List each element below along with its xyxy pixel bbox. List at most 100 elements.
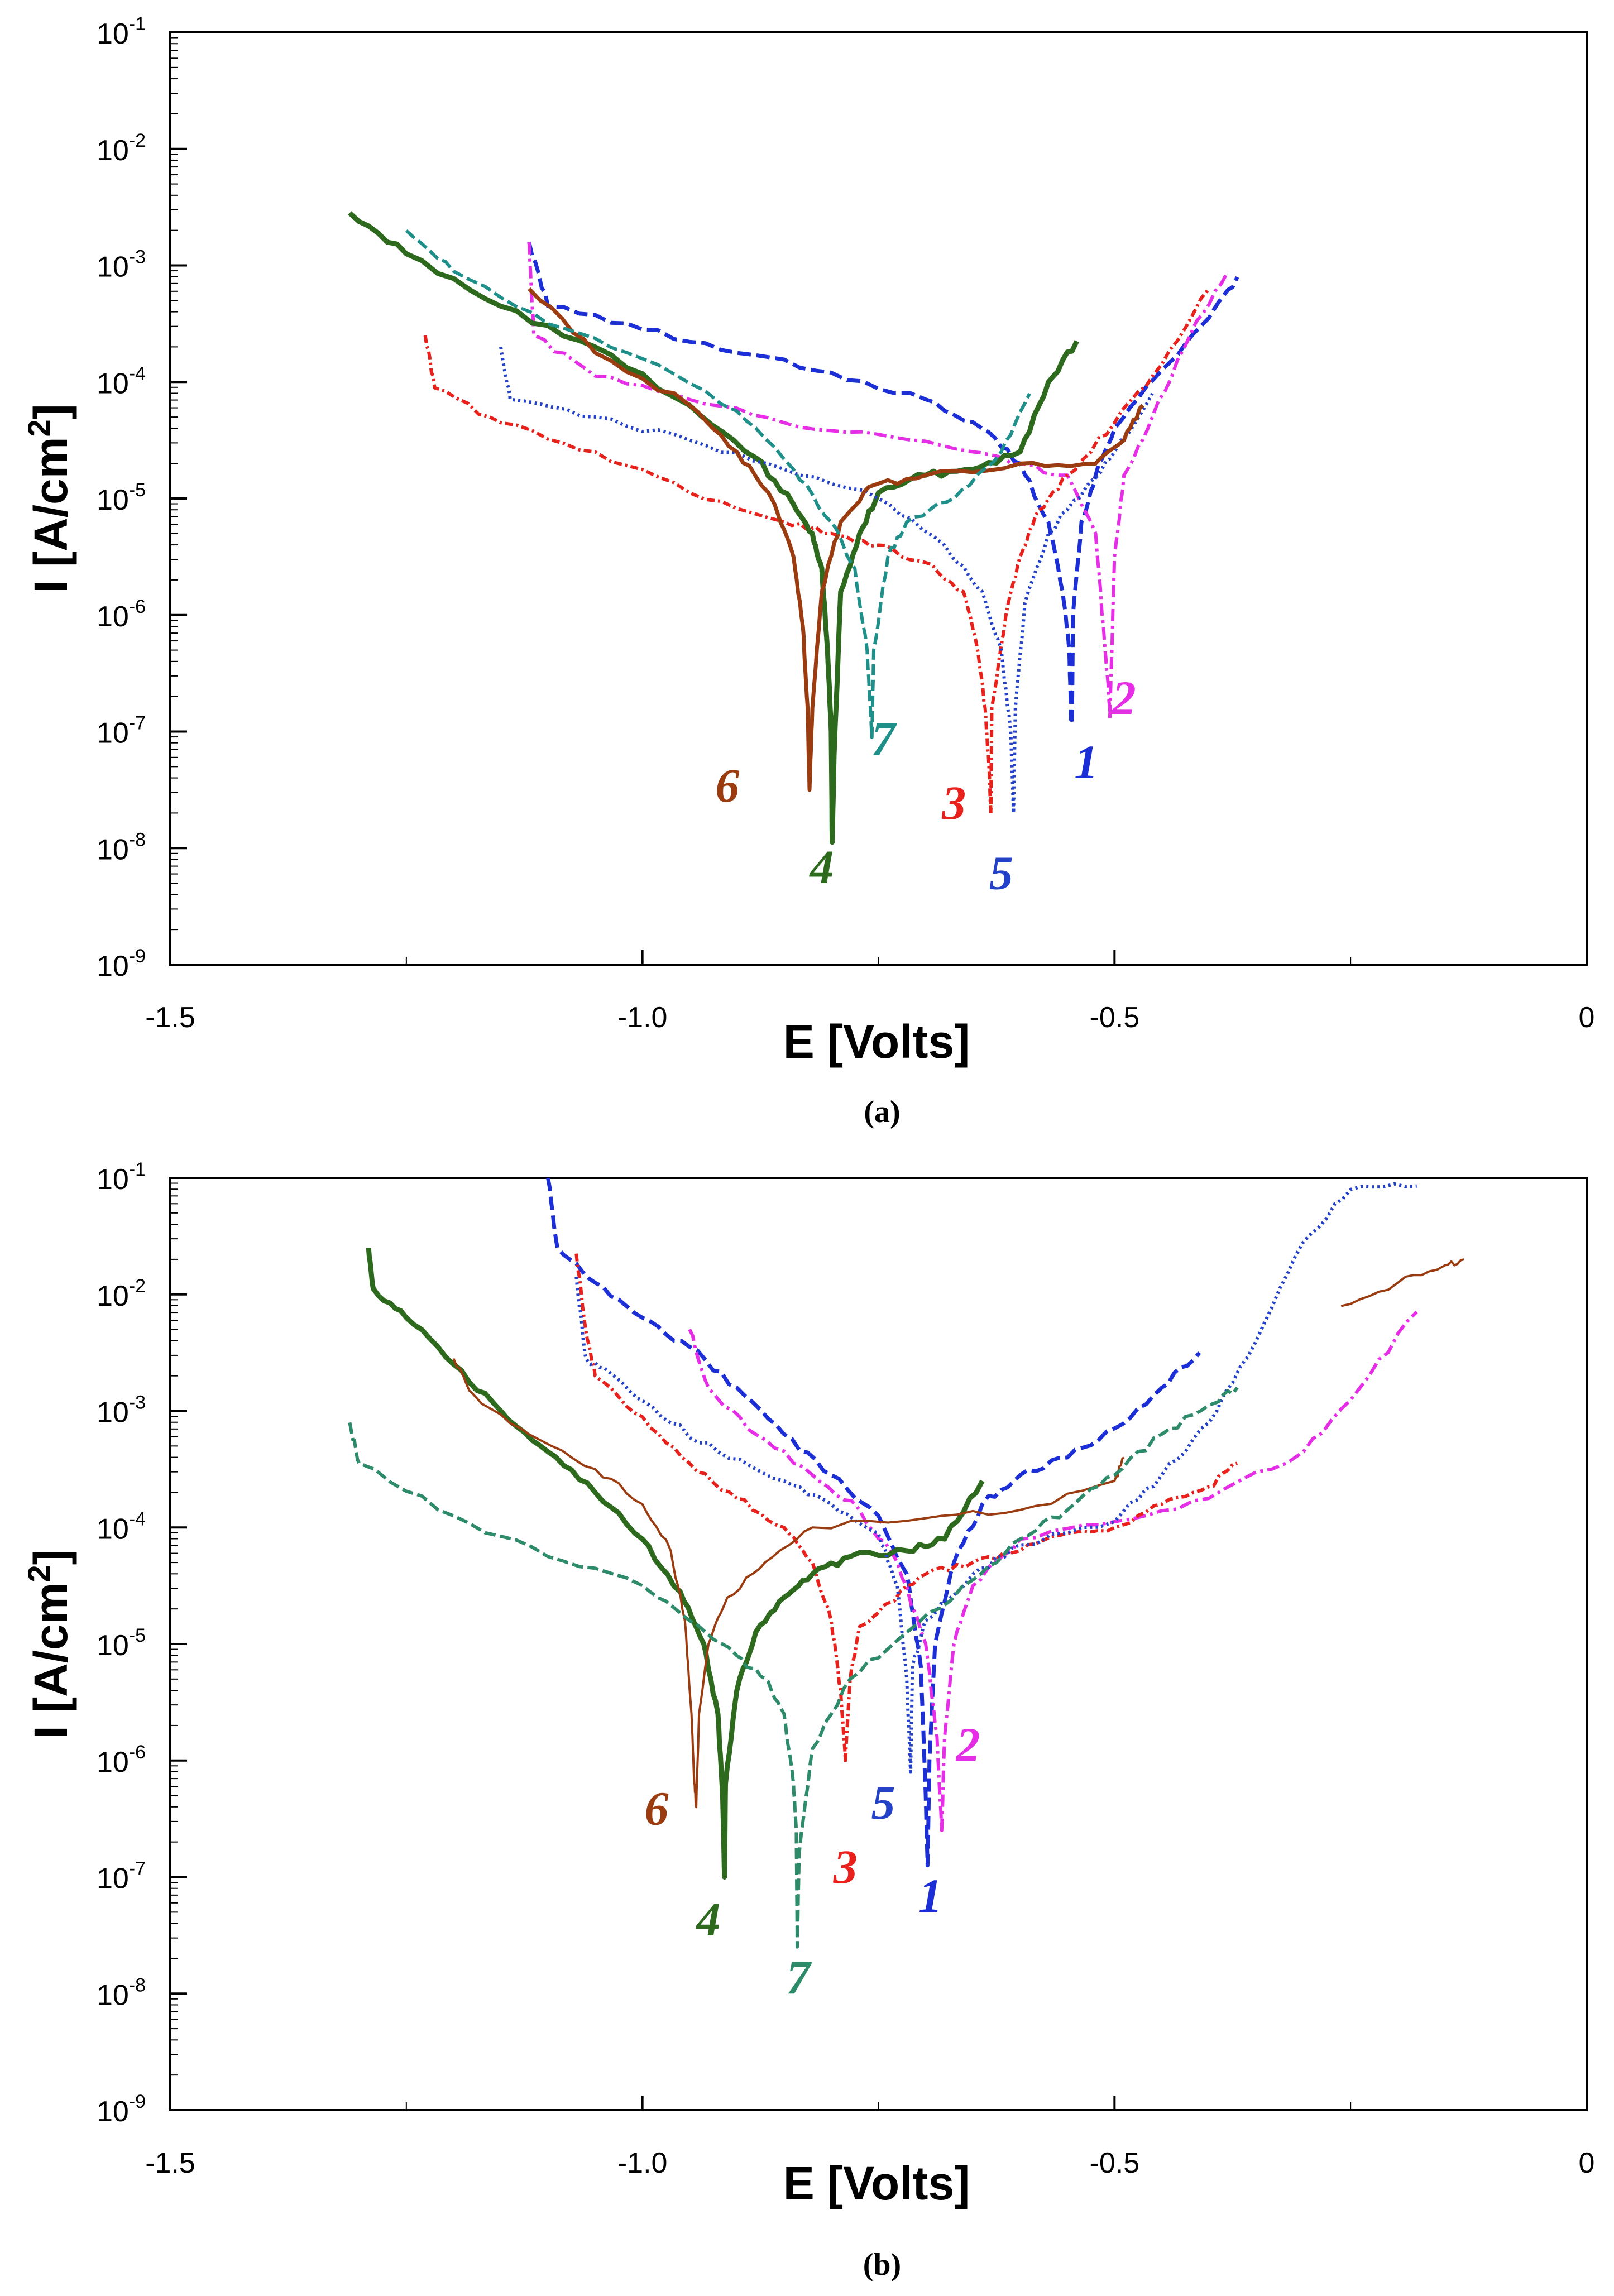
y-tick-base: 10 [97,1280,129,1312]
series-line-2 [688,1310,1418,1832]
x-tick-label: -1.0 [617,1001,668,1034]
y-tick-exponent: -5 [129,1625,146,1646]
y-tick-exponent: -2 [129,130,146,151]
y-tick-label: 10-1 [97,13,146,50]
y-tick-label: 10-5 [97,1625,146,1662]
curve-label-7: 7 [786,1950,812,2004]
y-tick-base: 10 [97,833,129,866]
y-tick-base: 10 [97,1513,129,1545]
x-tick-label: -1.5 [145,2147,195,2179]
series-line-6b [1340,1258,1464,1307]
x-tick-label: 0 [1579,2147,1595,2179]
y-tick-label: 10-8 [97,1974,146,2011]
x-tick-label: -0.5 [1090,1001,1140,1034]
y-tick-label: 10-4 [97,363,146,400]
series-line-4 [366,1247,985,1880]
y-tick-exponent: -4 [129,1508,146,1530]
x-tick-label: -1.5 [145,1001,195,1034]
curve-label-1: 1 [1074,735,1098,789]
y-tick-exponent: -5 [129,480,146,501]
curve-label-6: 6 [645,1782,669,1835]
series-line-6 [528,287,1144,792]
y-tick-base: 10 [97,601,129,633]
y-tick-label: 10-2 [97,1276,146,1312]
y-tick-base: 10 [97,717,129,750]
y-tick-exponent: -6 [129,596,146,617]
y-tick-exponent: -8 [129,829,146,850]
series-line-2 [527,242,1229,722]
series-line-7 [348,1386,1239,1949]
series-line-1 [546,1178,1201,1868]
x-axis-title: E [Volts] [783,1015,970,1068]
axis-ticks: -1.5 -1.0 -0.5 010-110-210-310-410-510-610-… [97,1159,1595,2179]
curve-labels: 12 3 4 5 6 7 [715,671,1136,899]
series-line-3 [574,1253,1238,1762]
y-axis-title-text: I [A/cm [25,437,77,593]
y-tick-label: 10-3 [97,1392,146,1429]
y-tick-exponent: -2 [129,1276,146,1297]
series-group [348,211,1239,845]
y-tick-exponent: -3 [129,1392,146,1413]
curve-label-5: 5 [989,846,1013,899]
y-axis-title: I [A/cm2] [21,1549,78,1738]
y-tick-label: 10-5 [97,480,146,516]
y-tick-exponent: -6 [129,1742,146,1763]
y-tick-label: 10-4 [97,1508,146,1545]
y-tick-base: 10 [97,950,129,982]
y-tick-exponent: -1 [129,1159,146,1180]
y-tick-base: 10 [97,1397,129,1429]
y-tick-base: 10 [97,18,129,50]
y-tick-label: 10-9 [97,2091,146,2128]
series-line-4 [348,211,1079,845]
curve-label-3: 3 [941,776,966,830]
y-tick-exponent: -9 [129,2091,146,2112]
curve-label-2: 2 [1111,671,1136,725]
x-tick-label: -0.5 [1090,2147,1140,2179]
y-tick-base: 10 [97,251,129,284]
y-axis-title-text: I [A/cm [25,1583,77,1739]
curve-label-5: 5 [871,1776,895,1829]
y-tick-exponent: -7 [129,713,146,734]
y-tick-label: 10-2 [97,130,146,167]
curve-label-1: 1 [918,1869,942,1923]
series-line-5 [499,347,1154,815]
y-tick-label: 10-7 [97,713,146,750]
y-tick-exponent: -9 [129,946,146,967]
y-tick-label: 10-9 [97,946,146,982]
series-line-1 [527,241,1239,726]
series-line-6 [452,1358,1125,1809]
curve-label-2: 2 [955,1718,980,1771]
y-tick-exponent: -3 [129,247,146,268]
chart-panel-a: -1.5 -1.0 -0.5 010-110-210-310-410-510-610-… [21,13,1595,1129]
series-line-3 [423,287,1210,815]
curve-label-6: 6 [715,759,739,812]
y-axis-title-end: ] [25,404,77,419]
series-group [348,1178,1464,1949]
y-tick-base: 10 [97,1863,129,1895]
y-tick-label: 10-6 [97,1742,146,1779]
axis-ticks: -1.5 -1.0 -0.5 010-110-210-310-410-510-610-… [97,13,1595,1034]
y-tick-label: 10-7 [97,1858,146,1895]
x-tick-label: -1.0 [617,2147,668,2179]
y-tick-exponent: -7 [129,1858,146,1880]
y-tick-base: 10 [97,484,129,516]
curve-label-3: 3 [833,1840,858,1894]
y-tick-base: 10 [97,2096,129,2128]
series-line-5 [574,1182,1417,1774]
curve-label-4: 4 [809,840,834,894]
y-tick-label: 10-6 [97,596,146,633]
y-tick-label: 10-8 [97,829,146,866]
x-axis-title: E [Volts] [783,2157,970,2209]
y-tick-label: 10-1 [97,1159,146,1196]
y-tick-exponent: -8 [129,1974,146,1996]
y-axis-title: I [A/cm2] [21,404,78,593]
curve-label-7: 7 [871,712,897,765]
y-axis-title-sup: 2 [21,419,56,437]
chart-panel-b: -1.5 -1.0 -0.5 010-110-210-310-410-510-610-… [21,1159,1595,2282]
panel-label: (b) [863,2247,901,2282]
y-tick-base: 10 [97,1746,129,1779]
y-tick-base: 10 [97,367,129,400]
y-tick-base: 10 [97,1979,129,2011]
